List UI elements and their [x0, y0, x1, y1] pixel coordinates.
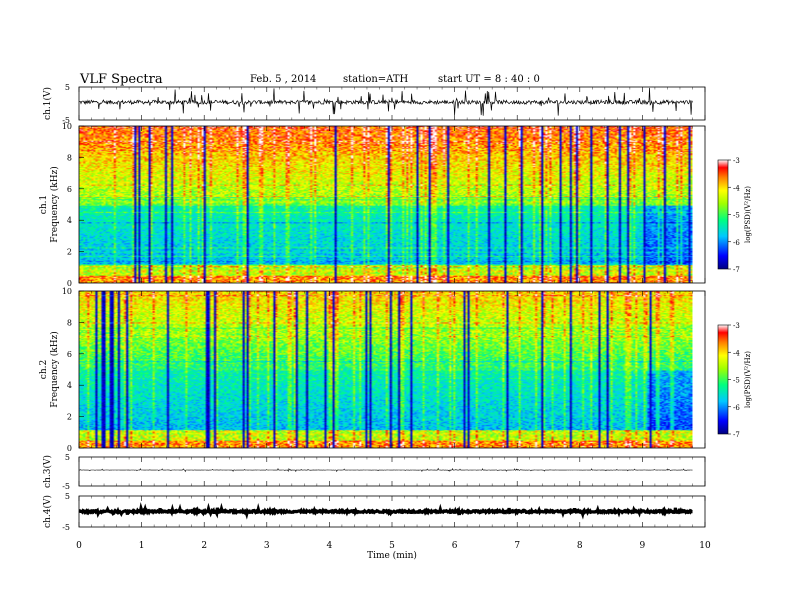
ch1-waveform-ylabel: ch.1(V) [42, 87, 53, 120]
start-ut-label: start UT = 8 : 40 : 0 [438, 74, 540, 85]
x-tick-label: 5 [389, 541, 395, 551]
ch1-spectrogram-ytick-label: 10 [62, 122, 72, 131]
ch2-spectrogram-colorbar-tick-label: -3 [733, 322, 740, 330]
ch2-spectrogram-colorbar-tick-label: -5 [733, 377, 740, 385]
x-tick-label: 1 [139, 541, 145, 551]
ch3-waveform-line [79, 467, 693, 473]
ch1-spectrogram-image [79, 126, 693, 283]
ch2-spectrogram-colorbar-tick-label: -4 [733, 349, 740, 357]
x-tick-label: 3 [264, 541, 270, 551]
ch2-spectrogram-ytick-label: 0 [67, 444, 72, 453]
ch2-spectrogram-image [79, 291, 693, 448]
x-axis-label: Time (min) [367, 550, 417, 561]
ch1-spectrogram-colorbar-tick-label: -3 [733, 157, 740, 165]
ch3-waveform-ylabel: ch.3(V) [42, 455, 53, 488]
ch1-spectrogram-ytick-label: 8 [67, 153, 72, 162]
observation-date: Feb. 5 , 2014 [250, 74, 317, 85]
x-tick-label: 0 [76, 541, 82, 551]
ch2-spectrogram-colorbar-tick-label: -7 [733, 431, 740, 439]
ch2-spectrogram-channel-label: ch.2 [39, 360, 49, 379]
station-label: station=ATH [343, 74, 409, 85]
ch4-waveform-ylabel: ch.4(V) [42, 495, 53, 528]
ch1-spectrogram-colorbar-tick-label: -7 [733, 266, 740, 274]
ch2-spectrogram-colorbar-tick-label: -6 [733, 404, 740, 412]
ch4-waveform-line [78, 502, 693, 520]
ch1-spectrogram-ytick-label: 6 [67, 185, 72, 194]
x-tick-label: 7 [514, 541, 520, 551]
x-tick-label: 8 [577, 541, 583, 551]
ch2-spectrogram-colorbar-label: log(PSD)(V²/Hz) [744, 351, 752, 408]
ch2-spectrogram-ylabel: Frequency (kHz) [49, 331, 60, 408]
ch3-waveform-ytick-label: 5 [65, 453, 70, 462]
ch4-waveform-ytick-label: -5 [62, 523, 70, 532]
ch2-spectrogram-panel: -3 -4 -5 -6 -7 log(PSD)(V²/Hz) ch.2 Frequency (… [39, 287, 752, 453]
x-tick-label: 10 [699, 541, 711, 551]
ch2-spectrogram-ytick-label: 2 [67, 413, 72, 422]
ch3-waveform-panel: ch.3(V) 5 -5 [42, 453, 706, 491]
plot-title: VLF Spectra [80, 72, 163, 87]
ch2-spectrogram-ytick-label: 6 [67, 350, 72, 359]
ch1-spectrogram-ylabel: Frequency (kHz) [49, 166, 60, 243]
ch1-spectrogram-panel: -3 -4 -5 -6 -7 log(PSD)(V²/Hz) ch.1 Frequency (… [39, 122, 752, 288]
ch1-spectrogram-ytick-label: 4 [67, 216, 72, 225]
ch1-spectrogram-colorbar-label: log(PSD)(V²/Hz) [744, 186, 752, 243]
ch1-spectrogram-colorbar-tick-label: -4 [733, 184, 740, 192]
ch1-spectrogram-colorbar [717, 159, 729, 270]
ch4-waveform-ytick-label: 5 [65, 492, 70, 501]
ch1-waveform-line [78, 87, 693, 116]
ch1-spectrogram-colorbar-tick-label: -5 [733, 212, 740, 220]
x-tick-label: 9 [640, 541, 646, 551]
ch2-spectrogram-ytick-label: 4 [67, 381, 72, 390]
ch3-waveform-ytick-label: -5 [62, 482, 70, 491]
ch1-waveform-ytick-label: 5 [65, 83, 70, 92]
x-tick-label: 2 [201, 541, 207, 551]
ch2-spectrogram-ytick-label: 10 [62, 287, 72, 296]
ch2-spectrogram-ytick-label: 8 [67, 318, 72, 327]
x-tick-label: 6 [452, 541, 458, 551]
x-tick-label: 4 [327, 541, 333, 551]
ch1-spectrogram-ytick-label: 2 [67, 248, 72, 257]
ch4-waveform-panel: ch.4(V) 5 -5 [42, 492, 706, 532]
ch1-spectrogram-channel-label: ch.1 [39, 195, 49, 214]
ch1-waveform-panel: ch.1(V) 5 -5 [42, 83, 706, 125]
ch1-spectrogram-colorbar-tick-label: -6 [733, 239, 740, 247]
ch2-spectrogram-colorbar [717, 324, 729, 435]
ch1-spectrogram-ytick-label: 0 [67, 279, 72, 288]
ch1-waveform-ytick-label: -5 [62, 116, 70, 125]
